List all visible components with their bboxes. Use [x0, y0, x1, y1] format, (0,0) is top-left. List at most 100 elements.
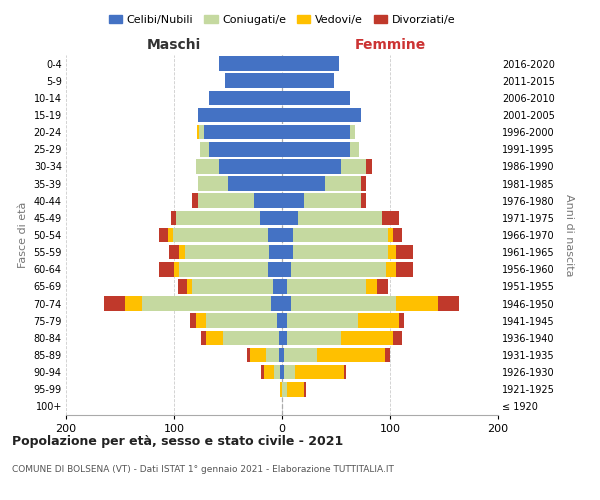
Bar	[271, 296, 282, 311]
Bar	[282, 365, 284, 380]
Bar	[196, 159, 220, 174]
Bar	[388, 245, 397, 260]
Bar	[350, 125, 355, 140]
Bar	[176, 210, 260, 225]
Bar	[284, 348, 317, 362]
Bar	[287, 279, 366, 293]
Bar	[282, 382, 287, 396]
Bar	[167, 228, 173, 242]
Bar	[220, 56, 282, 71]
Bar	[274, 279, 282, 293]
Bar	[247, 348, 250, 362]
Bar	[284, 365, 295, 380]
Bar	[193, 194, 198, 208]
Bar	[260, 210, 282, 225]
Bar	[304, 382, 306, 396]
Bar	[185, 245, 269, 260]
Bar	[209, 142, 282, 156]
Bar	[196, 314, 206, 328]
Text: Femmine: Femmine	[355, 38, 425, 52]
Bar	[197, 125, 199, 140]
Bar	[263, 365, 274, 380]
Bar	[198, 194, 254, 208]
Bar	[344, 365, 346, 380]
Legend: Celibi/Nubili, Coniugati/e, Vedovi/e, Divorziati/e: Celibi/Nubili, Coniugati/e, Vedovi/e, Di…	[104, 10, 460, 29]
Bar	[280, 382, 282, 396]
Bar	[279, 330, 282, 345]
Bar	[282, 348, 284, 362]
Bar	[254, 194, 282, 208]
Bar	[178, 279, 187, 293]
Bar	[287, 330, 341, 345]
Bar	[298, 210, 382, 225]
Bar	[104, 296, 125, 311]
Bar	[282, 90, 350, 105]
Bar	[268, 262, 282, 276]
Bar	[279, 348, 282, 362]
Bar	[282, 228, 293, 242]
Bar	[282, 245, 293, 260]
Bar	[174, 262, 179, 276]
Bar	[437, 296, 459, 311]
Bar	[317, 348, 385, 362]
Bar	[293, 245, 388, 260]
Bar	[282, 279, 287, 293]
Bar	[200, 142, 209, 156]
Bar	[377, 279, 388, 293]
Bar	[228, 176, 282, 191]
Bar	[250, 348, 266, 362]
Bar	[190, 314, 196, 328]
Bar	[268, 228, 282, 242]
Y-axis label: Anni di nascita: Anni di nascita	[565, 194, 574, 276]
Bar	[287, 314, 358, 328]
Bar	[393, 330, 402, 345]
Bar	[198, 108, 282, 122]
Bar	[304, 194, 361, 208]
Bar	[386, 262, 397, 276]
Bar	[341, 159, 366, 174]
Bar	[282, 142, 350, 156]
Bar	[282, 176, 325, 191]
Bar	[277, 314, 282, 328]
Bar	[290, 296, 397, 311]
Bar	[266, 348, 279, 362]
Bar	[201, 330, 206, 345]
Bar	[169, 245, 179, 260]
Bar	[179, 245, 185, 260]
Bar	[398, 314, 404, 328]
Bar	[366, 279, 377, 293]
Bar	[173, 228, 268, 242]
Bar	[282, 74, 334, 88]
Bar	[358, 314, 398, 328]
Bar	[287, 382, 304, 396]
Bar	[325, 176, 361, 191]
Bar	[204, 125, 282, 140]
Bar	[269, 245, 282, 260]
Bar	[179, 262, 268, 276]
Bar	[223, 330, 279, 345]
Bar	[282, 210, 298, 225]
Text: COMUNE DI BOLSENA (VT) - Dati ISTAT 1° gennaio 2021 - Elaborazione TUTTITALIA.IT: COMUNE DI BOLSENA (VT) - Dati ISTAT 1° g…	[12, 465, 394, 474]
Bar	[341, 330, 393, 345]
Bar	[225, 74, 282, 88]
Bar	[282, 330, 287, 345]
Bar	[206, 330, 223, 345]
Bar	[293, 228, 388, 242]
Bar	[397, 245, 413, 260]
Bar	[125, 296, 142, 311]
Bar	[280, 365, 282, 380]
Bar	[198, 176, 228, 191]
Bar	[199, 125, 204, 140]
Bar	[187, 279, 193, 293]
Bar	[282, 262, 290, 276]
Bar	[366, 159, 371, 174]
Bar	[193, 279, 274, 293]
Y-axis label: Fasce di età: Fasce di età	[18, 202, 28, 268]
Bar	[282, 56, 339, 71]
Bar	[361, 176, 366, 191]
Bar	[142, 296, 271, 311]
Bar	[385, 348, 390, 362]
Bar	[274, 365, 280, 380]
Bar	[282, 314, 287, 328]
Bar	[361, 194, 366, 208]
